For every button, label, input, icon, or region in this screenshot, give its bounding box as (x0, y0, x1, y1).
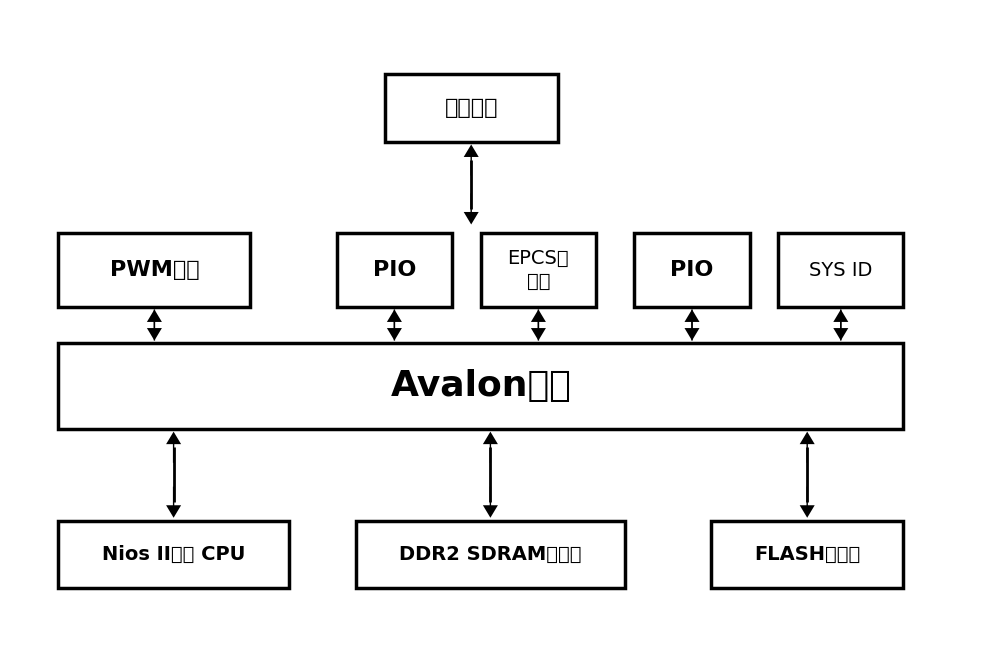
Bar (634, 233, 750, 307)
Bar (356, 521, 625, 588)
Text: Nios II软核 CPU: Nios II软核 CPU (102, 545, 245, 564)
Bar (385, 75, 558, 142)
Bar (711, 521, 903, 588)
Text: SYS ID: SYS ID (809, 261, 872, 280)
Bar (58, 233, 250, 307)
Text: PWM模块: PWM模块 (110, 260, 199, 280)
Text: PIO: PIO (670, 260, 714, 280)
Bar (337, 233, 452, 307)
Bar (481, 233, 596, 307)
Text: DDR2 SDRAM控制器: DDR2 SDRAM控制器 (399, 545, 582, 564)
Text: FLASH控制器: FLASH控制器 (754, 545, 860, 564)
Text: PIO: PIO (373, 260, 416, 280)
Text: Avalon总线: Avalon总线 (390, 369, 571, 403)
Text: 测速模块: 测速模块 (444, 98, 498, 118)
Bar (778, 233, 903, 307)
Bar (58, 521, 289, 588)
Text: EPCS控
制器: EPCS控 制器 (508, 249, 569, 291)
Bar (58, 343, 903, 429)
